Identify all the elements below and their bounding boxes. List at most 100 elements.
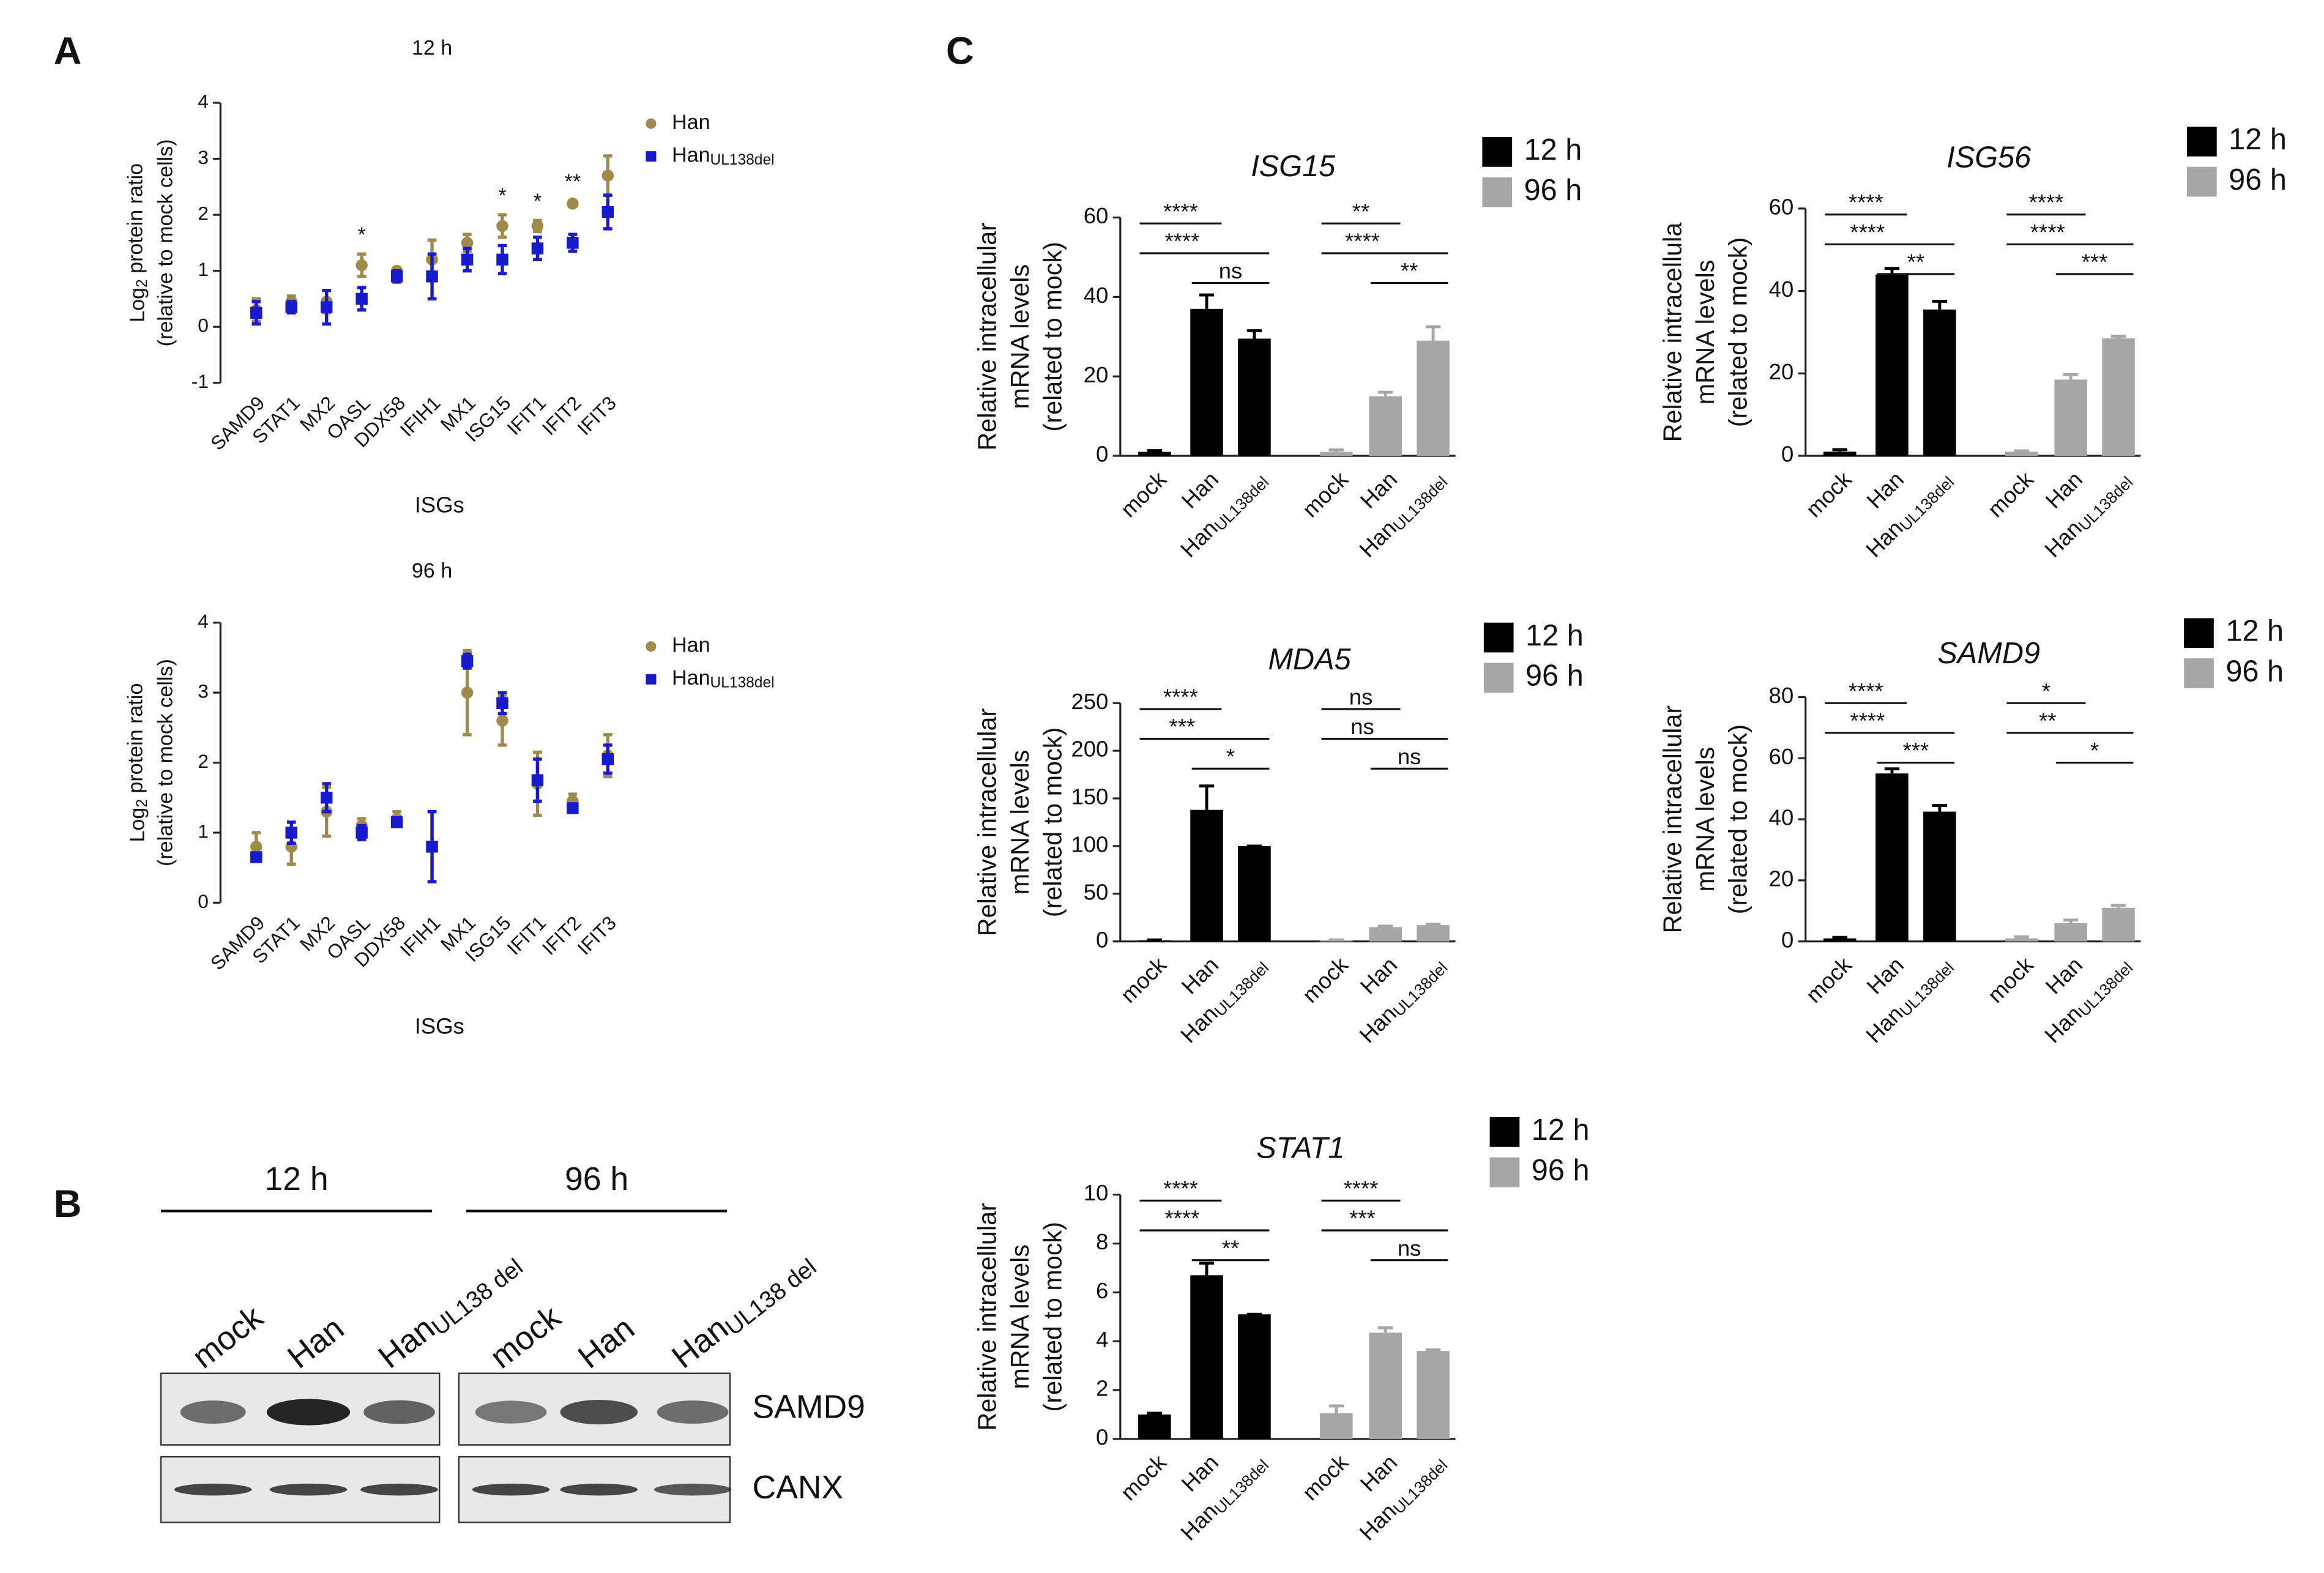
x-tick-label: IFIT3 <box>573 392 620 439</box>
error-bar <box>1425 923 1441 926</box>
x-tick-label: mock <box>1115 466 1171 522</box>
x-tick-label: Han <box>1177 952 1223 998</box>
legend-label: Han <box>672 111 710 134</box>
x-tick-label: IFIT1 <box>502 912 550 959</box>
y-axis-label: mRNA levels <box>1006 1244 1034 1389</box>
significance-label: ** <box>1222 1235 1239 1260</box>
error-bar <box>1425 325 1441 341</box>
y-axis-label: mRNA levels <box>1691 747 1719 892</box>
legend-label: 96 h <box>1525 660 1584 693</box>
significance-label: ** <box>1401 258 1418 283</box>
bar <box>1320 940 1353 942</box>
y-tick-label: 40 <box>1084 283 1109 308</box>
error-bar <box>1425 1348 1441 1352</box>
y-tick-label: 0 <box>1096 442 1108 467</box>
error-bar <box>1832 448 1847 452</box>
blot-band <box>657 1400 729 1424</box>
point <box>250 841 263 853</box>
y-tick-label: 0 <box>198 314 209 337</box>
y-tick-label: 3 <box>198 680 209 702</box>
y-tick-label: 60 <box>1084 203 1109 228</box>
significance-label: * <box>1226 744 1235 769</box>
error-bar <box>1147 1411 1162 1415</box>
x-tick-label: IFIT3 <box>573 912 620 959</box>
y-tick-label: 1 <box>198 258 209 280</box>
point <box>601 169 614 182</box>
y-tick-label: 50 <box>1084 879 1109 904</box>
bar <box>1138 452 1171 456</box>
x-tick-label: mock <box>1983 466 2038 522</box>
x-tick-label: mock <box>1297 466 1353 522</box>
point <box>426 841 438 853</box>
y-tick-label: 60 <box>1769 195 1794 220</box>
text-part: Han <box>672 666 710 690</box>
significance-label: **** <box>1850 708 1885 733</box>
x-tick-label: mock <box>1297 1449 1353 1505</box>
bar <box>1190 1275 1223 1439</box>
y-tick-label: -1 <box>192 370 209 392</box>
legend-marker <box>646 641 657 652</box>
chart-title: ISG56 <box>1946 141 2032 174</box>
y-axis-label: (related to mock) <box>1039 727 1067 917</box>
bar <box>1238 846 1271 942</box>
text-part: Log <box>125 288 149 322</box>
chart-title: 96 h <box>412 559 452 582</box>
text-part: UL138del <box>710 152 775 169</box>
y-tick-label: 0 <box>198 890 209 912</box>
y-tick-label: 20 <box>1084 362 1109 387</box>
legend-marker <box>646 118 657 129</box>
point <box>461 237 474 249</box>
blot-band <box>266 1399 351 1426</box>
significance-label: *** <box>1903 738 1929 763</box>
x-tick-label: mock <box>1297 952 1353 1008</box>
y-tick-label: 4 <box>198 610 209 632</box>
x-tick-label: Han <box>1862 467 1909 513</box>
chart-title: STAT1 <box>1256 1131 1344 1164</box>
error-bar <box>1147 449 1162 453</box>
bar <box>1320 452 1353 456</box>
point <box>461 253 474 266</box>
blot-band <box>472 1483 550 1496</box>
y-tick-label: 10 <box>1084 1180 1109 1205</box>
x-tick-label: mock <box>1983 952 2038 1008</box>
significance-label: * <box>2042 679 2050 704</box>
y-tick-label: 3 <box>198 146 209 168</box>
point <box>356 259 368 272</box>
bar <box>1417 925 1450 942</box>
significance-label: **** <box>1164 1206 1199 1231</box>
point <box>496 715 508 727</box>
x-tick-label: Han <box>2041 467 2087 513</box>
legend-swatch <box>1489 1117 1520 1147</box>
y-tick-label: 20 <box>1769 359 1794 384</box>
bar <box>1823 452 1857 456</box>
legend-swatch <box>2184 658 2214 688</box>
y-tick-label: 100 <box>1071 832 1108 857</box>
x-tick-label: Han <box>1177 467 1223 513</box>
blot-band <box>360 1483 438 1496</box>
point <box>320 792 333 804</box>
error-bar <box>2063 373 2079 380</box>
bar <box>1417 340 1450 456</box>
bar <box>2054 379 2087 456</box>
text-part: UL138 del <box>721 1254 822 1341</box>
bar <box>1238 1314 1271 1439</box>
point <box>320 301 333 313</box>
error-bar <box>2110 904 2126 908</box>
text-part: protein ratio <box>124 163 147 279</box>
error-bar <box>1884 767 1900 774</box>
x-tick-label: mock <box>1801 466 1857 522</box>
significance-label: **** <box>1163 684 1198 709</box>
point <box>567 198 579 210</box>
bar <box>2054 923 2087 942</box>
x-tick-label: IFIT2 <box>538 912 586 959</box>
point <box>250 851 263 863</box>
bar <box>1320 1413 1353 1439</box>
error-bar <box>1932 299 1948 310</box>
panel-label: C <box>946 29 974 72</box>
legend-label: 12 h <box>2225 615 2284 648</box>
error-bar <box>1199 784 1215 810</box>
y-axis-label: (relative to mock cells) <box>154 139 177 346</box>
point <box>496 220 508 232</box>
lane-label: Han <box>572 1310 641 1375</box>
legend-label: 96 h <box>1524 174 1582 207</box>
